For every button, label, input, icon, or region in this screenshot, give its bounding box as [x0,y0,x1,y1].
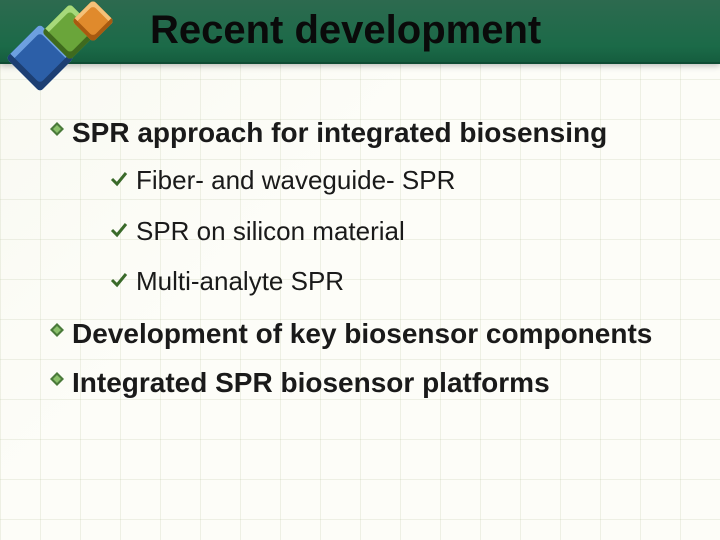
diamond-icon [50,323,64,337]
bullet-level2: Multi-analyte SPR [110,265,680,298]
logo-cubes [8,6,118,96]
slide: Recent development SPR approach for inte… [0,0,720,540]
bullet-level1: Development of key biosensor components [50,316,680,351]
bullet-text: Integrated SPR biosensor platforms [72,365,550,400]
diamond-icon [50,122,64,136]
bullet-text: Fiber- and waveguide- SPR [136,164,455,197]
bullet-text: SPR approach for integrated biosensing [72,115,607,150]
check-icon [110,271,128,289]
diamond-icon [50,372,64,386]
bullet-text: SPR on silicon material [136,215,405,248]
slide-body: SPR approach for integrated biosensing F… [50,115,680,414]
check-icon [110,221,128,239]
bullet-level2: SPR on silicon material [110,215,680,248]
bullet-text: Multi-analyte SPR [136,265,344,298]
check-icon [110,170,128,188]
bullet-level2: Fiber- and waveguide- SPR [110,164,680,197]
bullet-level1: Integrated SPR biosensor platforms [50,365,680,400]
bullet-text: Development of key biosensor components [72,316,652,351]
slide-title: Recent development [150,8,690,52]
bullet-level1: SPR approach for integrated biosensing [50,115,680,150]
